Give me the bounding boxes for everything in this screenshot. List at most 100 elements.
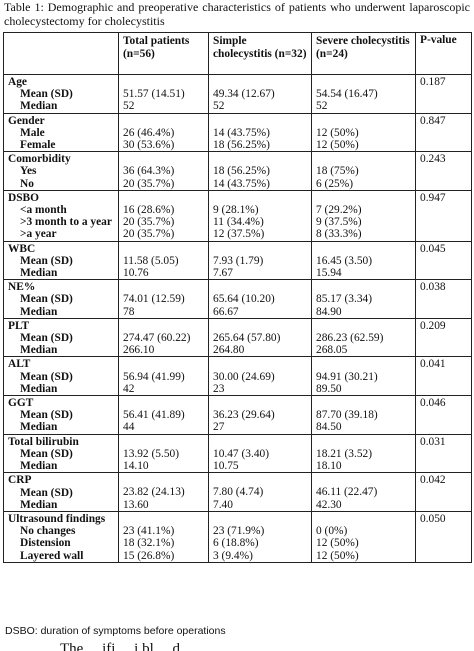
spacer	[123, 115, 205, 127]
variable-name: PLT	[8, 319, 30, 332]
p-value-cell: 0.042	[415, 472, 472, 512]
row-label: >a year	[20, 228, 57, 241]
total-cell: 74.01 (12.59) 78	[118, 279, 209, 319]
table-body: Age Mean (SD) Median 51.57 (14.51) 52 49.34 (…	[3, 74, 472, 563]
severe-cell: 0 (0%) 12 (50%) 12 (50%)	[311, 510, 416, 563]
variable-cell: DSBO <a month >3 month to a year >a year	[3, 189, 119, 242]
simple-value: 23 (71.9%)	[213, 525, 265, 538]
total-value: 44	[123, 421, 135, 434]
variable-name: Comorbidity	[8, 153, 71, 166]
spacer	[213, 513, 308, 525]
row-label: Mean (SD)	[20, 447, 73, 460]
simple-value: 6 (18.8%)	[213, 537, 259, 550]
total-value: 78	[123, 305, 135, 318]
table-row: Comorbidity Yes No 36 (64.3%) 20 (35.7%) 18 (…	[3, 151, 472, 191]
row-label: Yes	[20, 165, 37, 178]
variable-cell: NE% Mean (SD) Median	[3, 279, 119, 319]
table-row: DSBO <a month >3 month to a year >a year 16 …	[3, 189, 472, 242]
simple-value: 65.64 (10.20)	[213, 293, 275, 306]
total-value: 10.76	[123, 267, 149, 280]
spacer	[123, 397, 205, 409]
simple-value: 10.75	[213, 460, 239, 473]
spacer	[316, 358, 412, 370]
row-label: Mean (SD)	[20, 409, 73, 422]
spacer	[316, 397, 412, 409]
total-cell: 23 (41.1%) 18 (32.1%) 15 (26.8%)	[118, 510, 209, 563]
p-value: 0.847	[420, 114, 446, 127]
spacer	[123, 358, 205, 370]
total-value: 266.10	[123, 344, 155, 357]
spacer	[213, 436, 308, 448]
spacer	[316, 281, 412, 293]
spacer	[123, 281, 205, 293]
spacer	[316, 513, 412, 525]
total-value: 18 (32.1%)	[123, 537, 175, 550]
p-value: 0.042	[420, 474, 446, 487]
severe-value: 85.17 (3.34)	[316, 293, 372, 306]
simple-value: 7.40	[213, 498, 233, 511]
simple-cell: 18 (56.25%) 14 (43.75%)	[208, 151, 312, 191]
total-cell: 23.82 (24.13) 13.60	[118, 472, 209, 512]
row-label: Distension	[20, 537, 71, 550]
total-cell: 56.41 (41.89) 44	[118, 395, 209, 435]
severe-cell: 18 (75%) 6 (25%)	[311, 151, 416, 191]
severe-value: 0 (0%)	[316, 525, 348, 538]
p-value: 0.947	[420, 191, 446, 204]
severe-value: 89.50	[316, 382, 342, 395]
table-row: CRP Mean (SD) Median 23.82 (24.13) 13.60 7.80…	[3, 472, 472, 512]
characteristics-table: Total patients (n=56) Simple cholecystit…	[3, 32, 472, 563]
spacer	[213, 397, 308, 409]
p-value: 0.045	[420, 242, 446, 255]
total-value: 20 (35.7%)	[123, 216, 175, 229]
severe-cell: 16.45 (3.50) 15.94	[311, 240, 416, 281]
simple-cell: 7.93 (1.79) 7.67	[208, 240, 312, 281]
header-label-column	[3, 32, 119, 75]
total-value: 13.60	[123, 498, 149, 511]
total-value: 11.58 (5.05)	[123, 254, 179, 267]
variable-cell: WBC Mean (SD) Median	[3, 240, 119, 281]
spacer	[123, 192, 205, 204]
p-value: 0.031	[420, 435, 446, 448]
spacer	[123, 513, 205, 525]
simple-cell: 36.23 (29.64) 27	[208, 395, 312, 435]
row-label: No	[20, 177, 34, 190]
total-cell: 11.58 (5.05) 10.76	[118, 240, 209, 281]
severe-cell: 18.21 (3.52) 18.10	[311, 433, 416, 474]
p-value-cell: 0.947	[415, 189, 472, 242]
severe-value: 94.91 (30.21)	[316, 370, 378, 383]
row-label: Median	[20, 498, 58, 511]
p-value-cell: 0.046	[415, 395, 472, 435]
variable-cell: Age Mean (SD) Median	[3, 74, 119, 114]
total-value: 30 (53.6%)	[123, 139, 175, 151]
simple-value: 7.80 (4.74)	[213, 486, 264, 499]
simple-cell: 23 (71.9%) 6 (18.8%) 3 (9.4%)	[208, 510, 312, 563]
simple-value: 3 (9.4%)	[213, 549, 253, 562]
row-label: Mean (SD)	[20, 293, 73, 306]
severe-value: 42.30	[316, 498, 342, 511]
severe-cell: 85.17 (3.34) 84.90	[311, 279, 416, 319]
spacer	[213, 115, 308, 127]
severe-value: 8 (33.3%)	[316, 228, 362, 241]
simple-value: 36.23 (29.64)	[213, 409, 275, 422]
severe-cell: 54.54 (16.47) 52	[311, 74, 416, 114]
row-label: Mean (SD)	[20, 254, 73, 267]
simple-cell: 7.80 (4.74) 7.40	[208, 472, 312, 512]
total-value: 274.47 (60.22)	[123, 332, 191, 345]
header-p-value: P-value	[415, 32, 472, 75]
total-cell: 26 (46.4%) 30 (53.6%)	[118, 112, 209, 153]
table-row: Gender Male Female 26 (46.4%) 30 (53.6%) 14 (…	[3, 112, 472, 153]
spacer	[123, 153, 205, 165]
simple-value: 9 (28.1%)	[213, 204, 259, 217]
severe-value: 87.70 (39.18)	[316, 409, 378, 422]
row-label: Female	[20, 139, 56, 152]
spacer	[316, 192, 412, 204]
trailing-text-fragment: The ... ifi ... i bl ... d	[60, 642, 180, 651]
row-label: Median	[20, 267, 58, 280]
total-value: 20 (35.7%)	[123, 177, 175, 190]
simple-cell: 10.47 (3.40) 10.75	[208, 433, 312, 474]
severe-cell: 87.70 (39.18) 84.50	[311, 395, 416, 435]
spacer	[213, 474, 308, 486]
simple-value: 30.00 (24.69)	[213, 370, 275, 383]
severe-value: 286.23 (62.59)	[316, 332, 384, 345]
p-value-cell: 0.243	[415, 151, 472, 191]
